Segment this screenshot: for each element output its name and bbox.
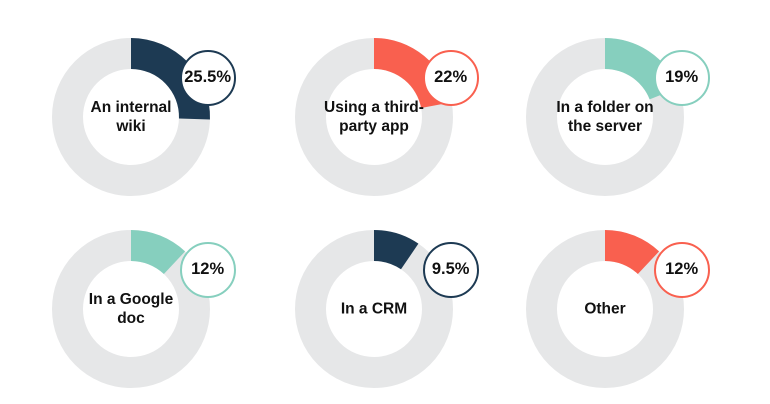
value-badge-in-a-folder-on-the-server: 19%: [653, 49, 710, 106]
category-label-in-a-google-doc: In a Google doc: [88, 291, 174, 327]
category-label-an-internal-wiki: An internal wiki: [90, 99, 172, 135]
category-label-in-a-crm: In a CRM: [340, 300, 408, 318]
value-badge-in-a-google-doc: 12%: [179, 241, 236, 298]
category-label-other: Other: [584, 300, 626, 318]
value-badge-in-a-crm: 9.5%: [422, 241, 479, 298]
value-badge-other: 12%: [653, 241, 710, 298]
value-badge-using-a-third-party-app: 22%: [422, 49, 479, 106]
category-label-using-a-third-party-app: Using a third-party app: [324, 99, 424, 135]
value-badge-an-internal-wiki: 25.5%: [179, 49, 236, 106]
donut-slice-in-a-crm: [374, 230, 419, 270]
category-label-in-a-folder-on-the-server: In a folder on the server: [556, 99, 654, 135]
donut-slice-in-a-google-doc: [131, 230, 186, 275]
donut-slice-other: [605, 230, 660, 275]
